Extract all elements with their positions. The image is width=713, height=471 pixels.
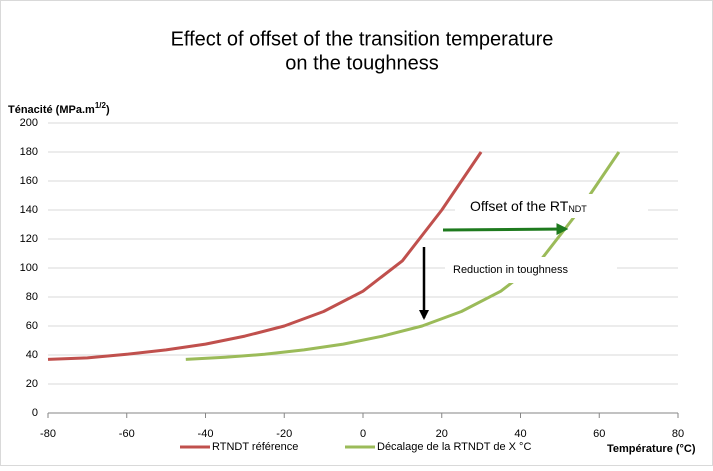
x-tick-label: 80 — [672, 428, 684, 440]
y-tick-label: 40 — [26, 349, 38, 361]
y-tick-label: 0 — [32, 407, 38, 419]
x-tick-label: -60 — [119, 428, 135, 440]
offset-arrow — [442, 223, 569, 236]
chart-title: Effect of offset of the transition tempe… — [171, 28, 554, 50]
x-tick-label: -20 — [276, 428, 292, 440]
y-tick-label: 160 — [20, 175, 38, 187]
y-tick-label: 100 — [20, 262, 38, 274]
x-tick-label: 40 — [514, 428, 526, 440]
y-tick-label: 140 — [20, 204, 38, 216]
x-tick-label: 0 — [360, 428, 366, 440]
legend-label: RTNDT référence — [212, 441, 298, 453]
y-tick-label: 60 — [26, 320, 38, 332]
annotation-box — [455, 194, 648, 218]
x-axis-label: Température (°C) — [607, 443, 696, 455]
annotation: Reduction in toughness — [453, 264, 568, 276]
x-tick-label: 20 — [436, 428, 448, 440]
y-axis-label: Ténacité (MPa.m1/2) — [8, 101, 110, 116]
y-tick-label: 80 — [26, 291, 38, 303]
y-tick-label: 20 — [26, 378, 38, 390]
y-tick-label: 180 — [20, 146, 38, 158]
annotations: Offset of the RTNDT Reduction in toughne… — [419, 194, 648, 320]
x-tick-label: -80 — [40, 428, 56, 440]
chart-title: on the toughness — [285, 52, 438, 74]
x-tick-label: 60 — [593, 428, 605, 440]
legend-label: Décalage de la RTNDT de X °C — [377, 441, 531, 453]
annotation: Offset of the RTNDT — [470, 198, 587, 215]
y-tick-label: 120 — [20, 233, 38, 245]
series-line — [185, 151, 621, 361]
x-tick-label: -40 — [198, 428, 214, 440]
y-tick-label: 200 — [20, 117, 38, 129]
annotation-box — [445, 257, 617, 283]
series-line — [47, 151, 483, 361]
